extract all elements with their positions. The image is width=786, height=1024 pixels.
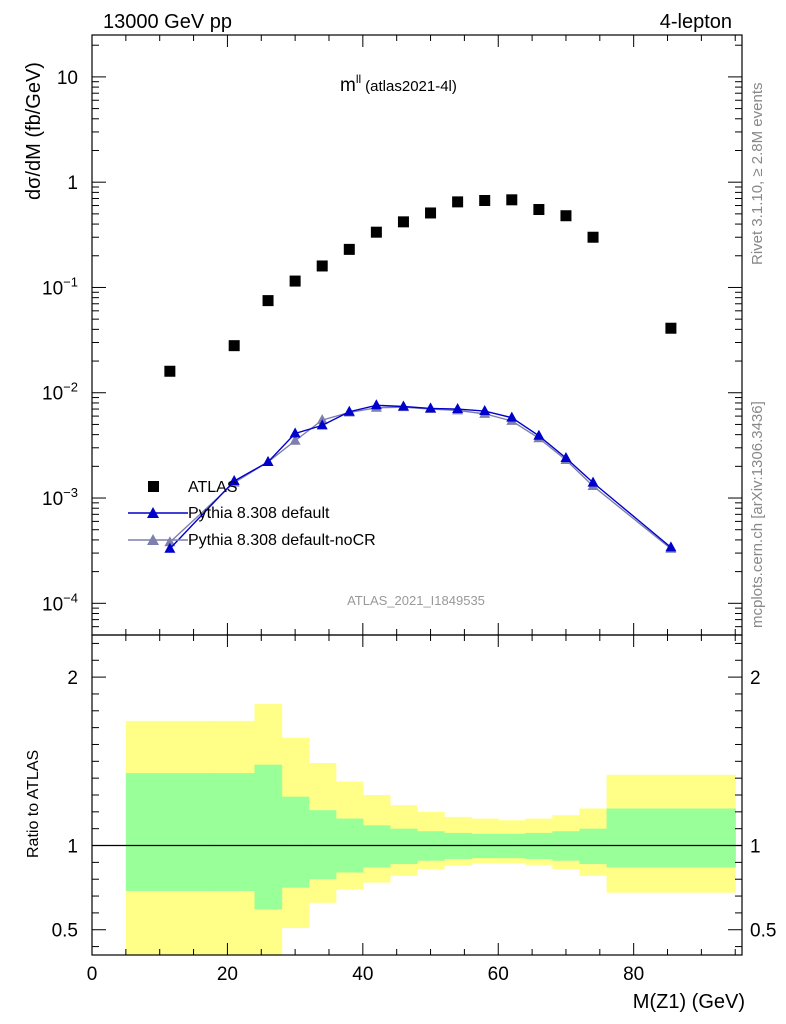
pythia-default-point [533,429,545,440]
atlas-point [370,226,382,238]
ratio-inner-band-bin-14 [579,828,608,865]
legend-marker-pythia-nocr [147,534,159,545]
ratio-y-axis-label: Ratio to ATLAS [25,750,42,858]
pythia-default-point [289,427,301,438]
pythia-default-point [343,405,355,416]
pythia-default-point [228,475,240,486]
ratio-y-tick-label-right: 1 [750,837,761,858]
header-right: 4-lepton [660,11,732,33]
legend: ATLAS Pythia 8.308 default Pythia 8.308 … [128,479,376,549]
atlas-point [533,204,545,216]
atlas-point [289,275,301,287]
pythia-default-point [506,411,518,422]
legend-label-pythia-default: Pythia 8.308 default [188,505,330,522]
atlas-point [262,295,274,307]
atlas-point [228,340,240,352]
pythia-default-point [587,476,599,487]
ratio-inner-band-bin-2 [254,764,283,910]
pythia-default-point [560,451,572,462]
legend-label-pythia-nocr: Pythia 8.308 default-noCR [188,532,376,549]
pythia-default-point [164,542,176,553]
plot-title-paren: (atlas2021-4l) [365,78,457,95]
pythia-default-point [452,403,464,414]
pythia-default-point [479,405,491,416]
upper-y-tick-label: 1 [67,173,78,194]
pythia-nocr-line [169,406,672,550]
legend-marker-pythia-default [147,507,159,518]
x-tick-label: 40 [352,964,373,985]
x-tick-label: 0 [87,964,98,985]
header-left: 13000 GeV pp [103,11,232,33]
atlas-point [479,194,491,206]
atlas-point [452,196,464,208]
atlas-point [665,322,677,334]
pythia-nocr-point [164,536,176,547]
plot-title: mll (atlas2021-4l) [340,72,457,96]
upper-y-tick-label: 10 [57,68,78,89]
pythia-default-point [665,541,677,552]
atlas-point [425,207,437,219]
pythia-default-point [397,400,409,411]
ratio-inner-band-bin-7 [389,828,418,865]
upper-y-tick-label: 10−3 [42,485,78,510]
side-label-rivet: Rivet 3.1.10, ≥ 2.8M events [749,83,766,266]
x-axis-label: M(Z1) (GeV) [633,991,745,1013]
legend-marker-atlas [148,481,159,492]
ratio-y-tick-label: 2 [67,668,78,689]
atlas-point [506,194,518,206]
ratio-inner-band-bin-4 [308,810,337,880]
ratio-y-tick-label: 0.5 [52,921,78,942]
atlas-point [164,365,176,377]
atlas-point [560,210,572,222]
pythia-default-point [370,399,382,410]
upper-y-tick-label: 10−1 [42,274,78,299]
watermark: ATLAS_2021_I1849535 [347,593,485,608]
upper-y-axis-label: dσ/dM (fb/GeV) [23,62,45,200]
ratio-inner-band-bin-6 [362,825,391,868]
ratio-inner-band-bin-1 [213,773,256,891]
ratio-inner-band-bin-15 [606,808,736,868]
ratio-y-tick-label-right: 2 [750,668,761,689]
side-label-mcplots: mcplots.cern.ch [arXiv:1306.3436] [749,401,766,628]
x-tick-label: 20 [217,964,238,985]
upper-y-tick-label: 10−4 [42,590,78,615]
ratio-inner-band-bin-0 [125,773,215,891]
atlas-point [316,260,328,272]
x-tick-label: 60 [488,964,509,985]
legend-label-atlas: ATLAS [188,479,238,496]
ratio-y-tick-label-right: 0.5 [750,921,776,942]
plot-title-main: m [340,75,356,96]
ratio-inner-band-bin-3 [281,796,310,888]
ratio-y-tick-label: 1 [67,837,78,858]
pythia-default-point [262,455,274,466]
pythia-default-line [169,404,672,550]
atlas-point [397,216,409,228]
atlas-point [343,243,355,255]
plot-title-sup: ll [356,72,361,86]
pythia-nocr-point [316,414,328,425]
pythia-default-point [425,402,437,413]
atlas-point [587,231,599,243]
pythia-nocr-point [289,434,301,445]
upper-y-tick-label: 10−2 [42,380,78,405]
x-tick-label: 80 [623,964,644,985]
pythia-default-point [316,419,328,430]
